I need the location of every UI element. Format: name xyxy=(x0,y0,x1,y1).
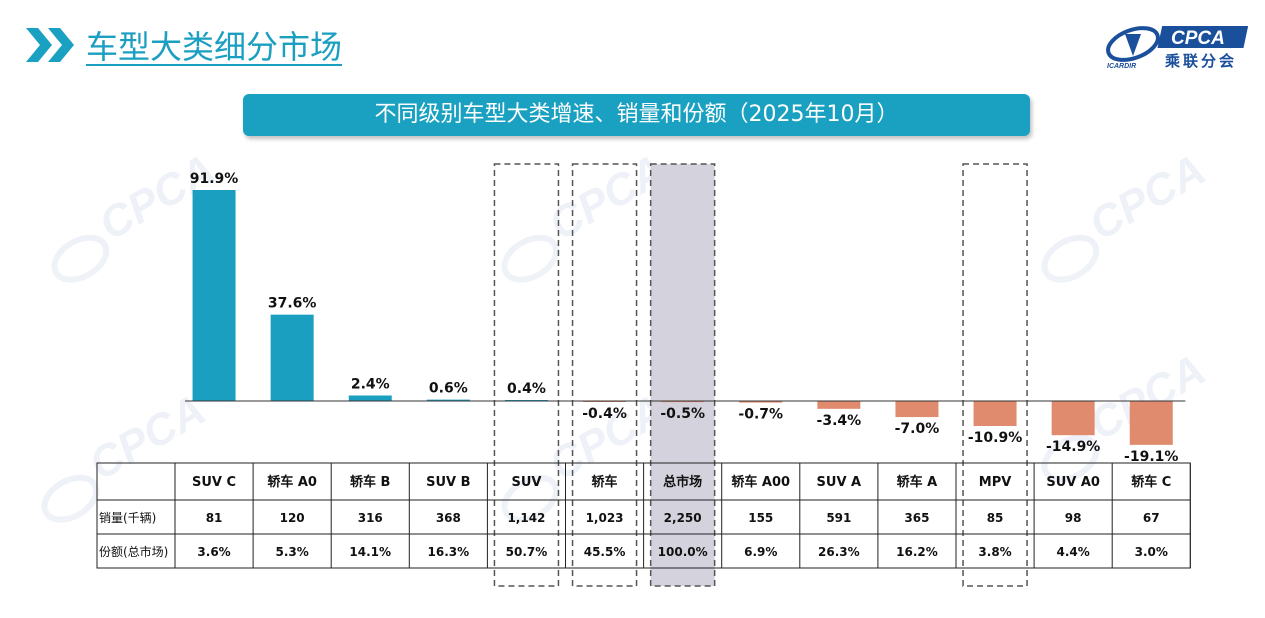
table-cell: 5.3% xyxy=(276,545,309,559)
table-cell: 1,142 xyxy=(507,511,545,525)
table-cell: 591 xyxy=(826,511,851,525)
table-cell: 3.6% xyxy=(197,545,230,559)
table-header-cell: 轿车 A00 xyxy=(731,474,790,490)
bar-value-label: -3.4% xyxy=(817,413,862,429)
table-cell: 16.2% xyxy=(896,545,938,559)
table-cell: 50.7% xyxy=(506,545,548,559)
page-title: 车型大类细分市场 xyxy=(86,28,343,66)
table-cell: 16.3% xyxy=(428,545,470,559)
table-cell: 316 xyxy=(358,511,383,525)
bar xyxy=(817,401,861,409)
table-cell: 100.0% xyxy=(658,545,708,559)
table-header-cell: SUV B xyxy=(426,475,470,490)
table-header-cell: SUV C xyxy=(192,475,236,490)
table-cell: 26.3% xyxy=(818,545,860,559)
table-header-cell: 轿车 xyxy=(592,474,618,490)
bar-value-label: -0.7% xyxy=(738,407,783,423)
logo-sub-text: ICARDIR xyxy=(1107,63,1136,70)
table-header-cell: 轿车 A0 xyxy=(267,474,317,490)
table-cell: 155 xyxy=(748,511,773,525)
bar xyxy=(192,190,236,401)
table-cell: 365 xyxy=(904,511,929,525)
table-cell: 2,250 xyxy=(664,511,702,525)
highlight-shaded-column xyxy=(650,164,715,586)
bar xyxy=(348,395,392,401)
bar-value-label: 91.9% xyxy=(190,171,239,187)
bar-value-label: -10.9% xyxy=(968,430,1022,446)
table-cell: 6.9% xyxy=(744,545,777,559)
highlight-dashed-box xyxy=(649,163,716,587)
table-row-label: 份额(总市场) xyxy=(99,544,168,559)
highlight-dashed-box xyxy=(962,163,1028,587)
header-chevron-icon xyxy=(26,28,74,62)
bar-value-label: -7.0% xyxy=(895,421,940,437)
table-cell: 1,023 xyxy=(586,511,624,525)
bar-value-label: 0.4% xyxy=(507,381,546,397)
table-cell: 3.8% xyxy=(978,545,1011,559)
chart-banner-title: 不同级别车型大类增速、销量和份额（2025年10月） xyxy=(243,94,1030,136)
bar-value-label: -14.9% xyxy=(1046,439,1100,455)
watermark-logo: CPCA xyxy=(41,385,214,523)
bar xyxy=(661,401,705,403)
logo-en-text: CPCA xyxy=(1171,28,1225,49)
svg-text:CPCA: CPCA xyxy=(1081,145,1213,250)
table-cell: 81 xyxy=(206,511,223,525)
bar xyxy=(270,314,314,401)
bar-value-label: 0.6% xyxy=(429,381,468,397)
bar-value-label: -0.4% xyxy=(582,406,627,422)
bar-value-label: 37.6% xyxy=(268,296,317,312)
table-cell: 98 xyxy=(1065,511,1082,525)
table-header-cell: SUV xyxy=(511,475,541,490)
bar xyxy=(895,401,939,418)
table-header-cell: MPV xyxy=(979,475,1012,490)
highlight-dashed-box xyxy=(571,163,638,587)
table-cell: 120 xyxy=(280,511,305,525)
bar-value-label: -0.5% xyxy=(660,406,705,422)
table-cell: 3.0% xyxy=(1135,545,1168,559)
table-cell: 67 xyxy=(1143,511,1160,525)
bar xyxy=(1129,401,1173,445)
bar xyxy=(1051,401,1095,436)
highlight-dashed-box xyxy=(493,163,560,587)
table-header-cell: SUV A xyxy=(817,475,862,490)
table-header-cell: 总市场 xyxy=(663,474,702,490)
bar xyxy=(426,399,470,401)
table-cell: 368 xyxy=(436,511,461,525)
watermark-logo: CPCA xyxy=(1041,145,1214,283)
table-header-cell: 轿车 A xyxy=(897,474,938,490)
table-header-cell: 轿车 C xyxy=(1131,474,1171,490)
bar xyxy=(973,401,1017,427)
bar-value-label: -19.1% xyxy=(1124,449,1178,465)
table-row-label: 销量(千辆) xyxy=(99,511,156,525)
watermark-logo: CPCA xyxy=(501,145,674,283)
bar-value-label: 2.4% xyxy=(351,376,390,392)
cpca-logo-icon: CPCA ICARDIR xyxy=(1106,26,1249,70)
table-cell: 4.4% xyxy=(1057,545,1090,559)
table-cell: 85 xyxy=(987,511,1004,525)
table-cell: 14.1% xyxy=(349,545,391,559)
bar xyxy=(739,401,783,403)
table-cell: 45.5% xyxy=(584,545,626,559)
table-header-cell: 轿车 B xyxy=(350,474,390,490)
table-header-cell: SUV A0 xyxy=(1046,475,1100,490)
logo-cn-text: 乘联分会 xyxy=(1165,52,1238,70)
